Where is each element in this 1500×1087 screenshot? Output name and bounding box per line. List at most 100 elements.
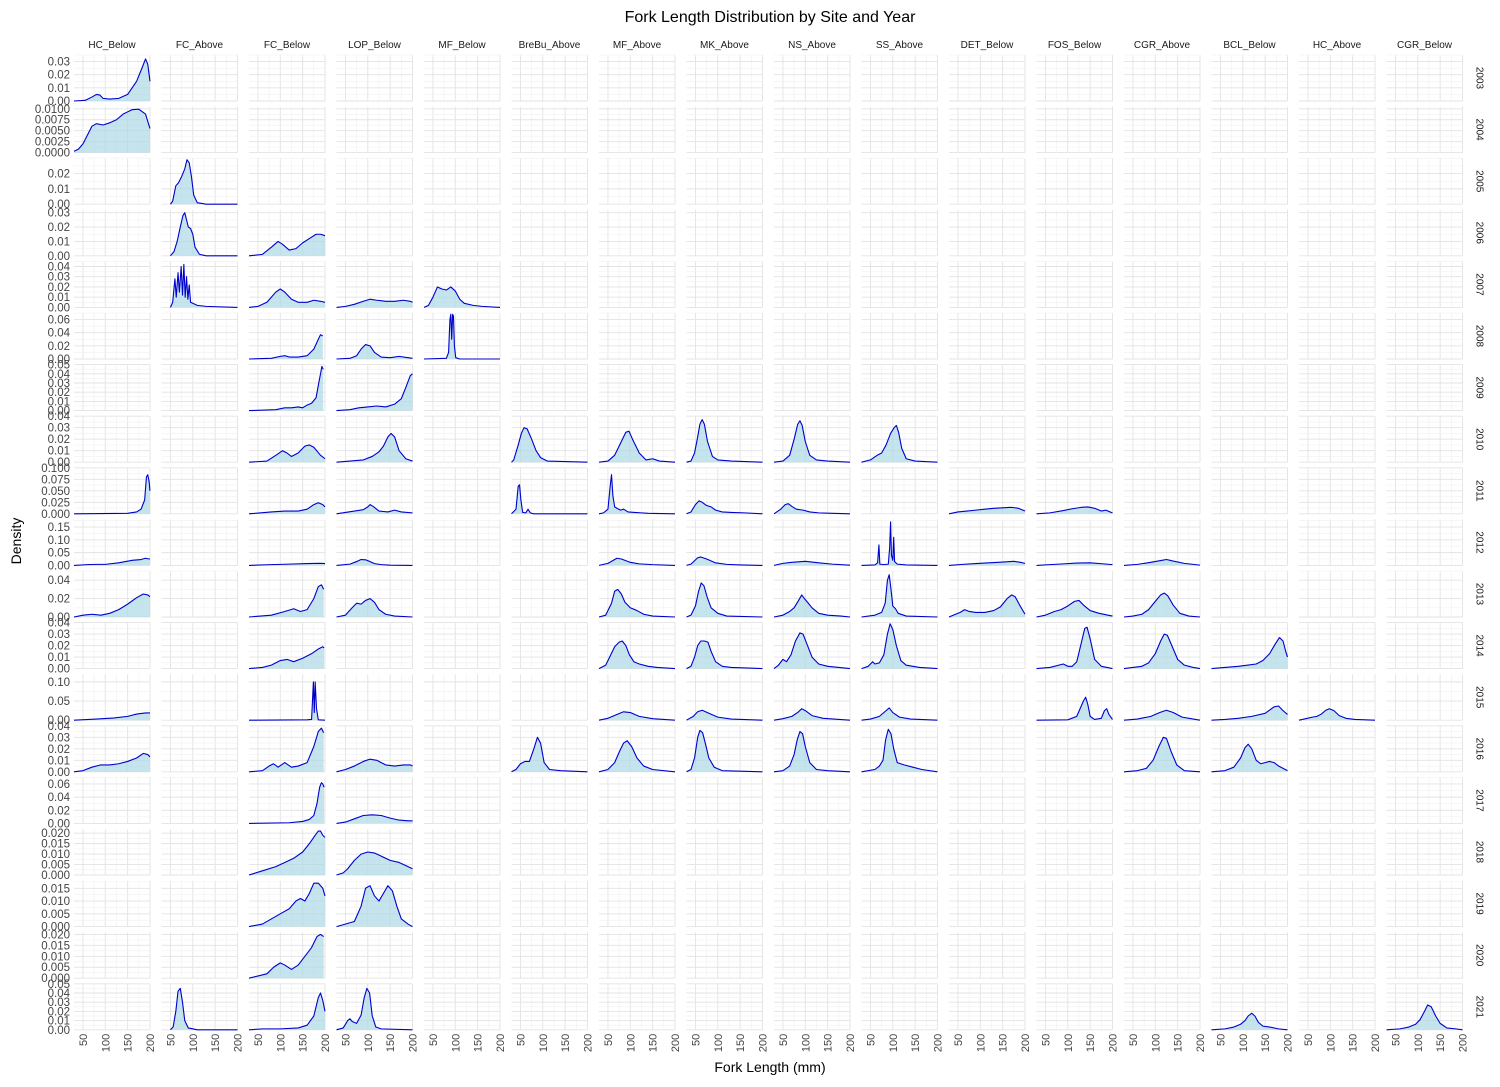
panel-FOS_Below-2016 (1037, 726, 1113, 772)
panel-CGR_Below-2014 (1387, 623, 1463, 669)
panel-DET_Below-2004 (949, 107, 1025, 153)
panel-MF_Below-2009 (424, 365, 500, 411)
panel-MF_Below-2004 (424, 107, 500, 153)
panel-FOS_Below-2017 (1037, 777, 1113, 823)
panel-NS_Above-2005 (774, 158, 850, 204)
panel-NS_Above-2010 (774, 416, 850, 462)
panel-SS_Above-2015 (862, 674, 938, 720)
panel-NS_Above-2012 (774, 519, 850, 565)
panel-MF_Below-2006 (424, 210, 500, 256)
panel-BreBu_Above-2006 (512, 210, 588, 256)
panel-DET_Below-2005 (949, 158, 1025, 204)
panel-DET_Below-2011 (949, 468, 1025, 514)
panel-SS_Above-2013 (862, 571, 938, 617)
panel-BCL_Below-2007 (1212, 261, 1288, 307)
panel-HC_Above-2011 (1299, 468, 1375, 514)
panel-NS_Above-2007 (774, 261, 850, 307)
panel-CGR_Below-2006 (1387, 210, 1463, 256)
panel-FC_Above-2010 (162, 416, 238, 462)
panel-SS_Above-2003 (862, 55, 938, 101)
panel-BCL_Below-2017 (1212, 777, 1288, 823)
panel-FC_Above-2017 (162, 777, 238, 823)
panel-FOS_Below-2009 (1037, 365, 1113, 411)
panel-CGR_Above-2010 (1124, 416, 1200, 462)
panel-FOS_Below-2004 (1037, 107, 1113, 153)
panel-BreBu_Above-2009 (512, 365, 588, 411)
panel-SS_Above-2012 (862, 519, 938, 565)
panel-HC_Above-2012 (1299, 519, 1375, 565)
panel-CGR_Below-2015 (1387, 674, 1463, 720)
panel-HC_Above-2005 (1299, 158, 1375, 204)
panel-MF_Below-2012 (424, 519, 500, 565)
panel-FOS_Below-2005 (1037, 158, 1113, 204)
panel-HC_Above-2016 (1299, 726, 1375, 772)
panel-MF_Above-2003 (599, 55, 675, 101)
panel-MK_Above-2017 (687, 777, 763, 823)
panel-CGR_Above-2009 (1124, 365, 1200, 411)
panel-MF_Below-2017 (424, 777, 500, 823)
panel-HC_Below-2008 (74, 313, 150, 359)
panel-CGR_Below-2017 (1387, 777, 1463, 823)
panel-FC_Above-2014 (162, 623, 238, 669)
panel-HC_Below-2010 (74, 416, 150, 462)
panel-SS_Above-2009 (862, 365, 938, 411)
panel-FOS_Below-2003 (1037, 55, 1113, 101)
panel-MF_Below-2013 (424, 571, 500, 617)
panel-CGR_Above-2017 (1124, 777, 1200, 823)
panel-MK_Above-2008 (687, 313, 763, 359)
panel-FC_Above-2009 (162, 365, 238, 411)
panel-BCL_Below-2003 (1212, 55, 1288, 101)
panel-CGR_Below-2016 (1387, 726, 1463, 772)
panel-SS_Above-2006 (862, 210, 938, 256)
panel-DET_Below-2016 (949, 726, 1025, 772)
panel-FOS_Below-2014 (1037, 623, 1113, 669)
panel-FC_Above-2018 (162, 829, 238, 875)
panel-MK_Above-2007 (687, 261, 763, 307)
panel-BCL_Below-2004 (1212, 107, 1288, 153)
panel-FC_Above-2005 (162, 158, 238, 204)
panel-FC_Below-2005 (249, 158, 325, 204)
panel-BreBu_Above-2011 (512, 468, 588, 514)
panel-NS_Above-2009 (774, 365, 850, 411)
panel-FC_Below-2003 (249, 55, 325, 101)
panel-MF_Below-2005 (424, 158, 500, 204)
panel-FC_Above-2011 (162, 468, 238, 514)
panel-BreBu_Above-2015 (512, 674, 588, 720)
panel-HC_Above-2017 (1299, 777, 1375, 823)
panel-BCL_Below-2005 (1212, 158, 1288, 204)
panel-MF_Below-2010 (424, 416, 500, 462)
panel-CGR_Below-2013 (1387, 571, 1463, 617)
panel-MK_Above-2004 (687, 107, 763, 153)
panel-BCL_Below-2006 (1212, 210, 1288, 256)
panel-CGR_Above-2005 (1124, 158, 1200, 204)
panel-NS_Above-2003 (774, 55, 850, 101)
panel-HC_Below-2014 (74, 623, 150, 669)
panel-MF_Below-2003 (424, 55, 500, 101)
panel-SS_Above-2017 (862, 777, 938, 823)
panel-BCL_Below-2010 (1212, 416, 1288, 462)
panel-MF_Above-2015 (599, 674, 675, 720)
panel-NS_Above-2006 (774, 210, 850, 256)
panel-DET_Below-2015 (949, 674, 1025, 720)
panel-FC_Above-2013 (162, 571, 238, 617)
panel-MK_Above-2003 (687, 55, 763, 101)
panel-MF_Below-2008 (424, 313, 500, 359)
panel-CGR_Below-2008 (1387, 313, 1463, 359)
panel-HC_Above-2013 (1299, 571, 1375, 617)
panel-BCL_Below-2009 (1212, 365, 1288, 411)
panel-CGR_Below-2003 (1387, 55, 1463, 101)
panel-DET_Below-2007 (949, 261, 1025, 307)
panel-HC_Below-2006 (74, 210, 150, 256)
panel-CGR_Above-2004 (1124, 107, 1200, 153)
panel-HC_Below-2009 (74, 365, 150, 411)
panel-BreBu_Above-2005 (512, 158, 588, 204)
panel-CGR_Below-2004 (1387, 107, 1463, 153)
panel-FC_Above-2003 (162, 55, 238, 101)
panel-FC_Above-2012 (162, 519, 238, 565)
panel-CGR_Below-2007 (1387, 261, 1463, 307)
panel-MF_Above-2004 (599, 107, 675, 153)
panel-HC_Above-2014 (1299, 623, 1375, 669)
